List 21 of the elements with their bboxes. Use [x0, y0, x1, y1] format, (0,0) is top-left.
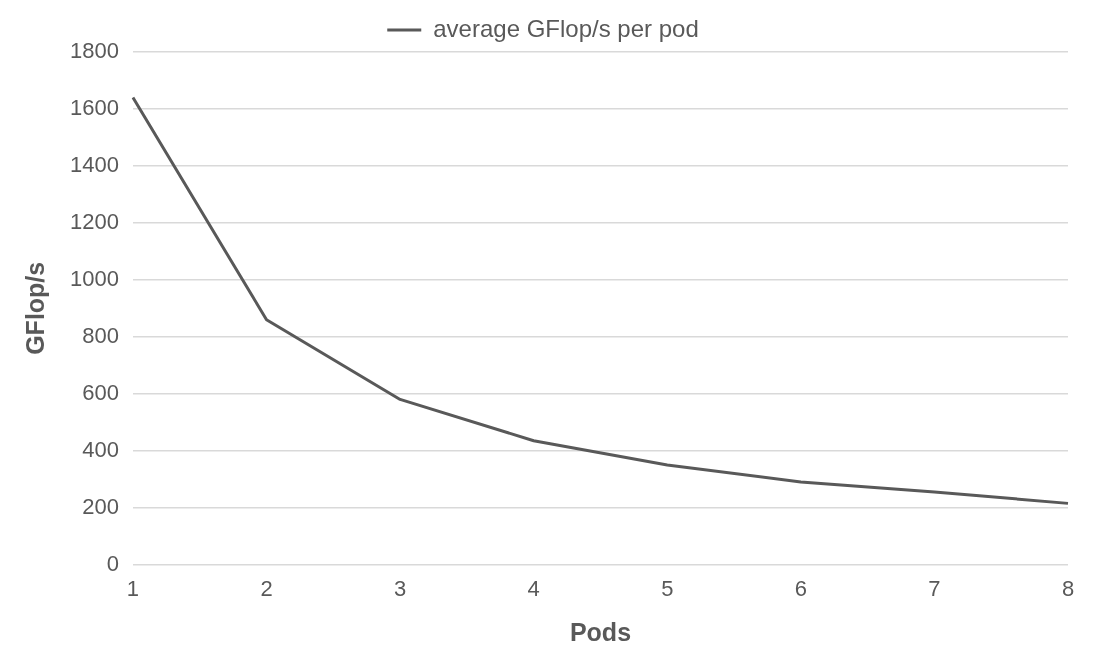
- y-tick-label: 1600: [69, 95, 119, 121]
- legend-label: average GFlop/s per pod: [433, 14, 699, 42]
- x-axis-title: Pods: [569, 617, 632, 646]
- y-tick-label: 400: [82, 436, 119, 462]
- x-tick-label: 6: [794, 575, 807, 601]
- x-tick-label: 8: [1061, 575, 1075, 601]
- y-tick-label: 600: [82, 379, 119, 405]
- y-tick-label: 1000: [69, 265, 119, 291]
- x-tick-label: 5: [661, 575, 674, 601]
- y-tick-label: 0: [106, 550, 119, 576]
- y-tick-label: 1800: [69, 38, 119, 64]
- y-tick-label: 200: [82, 493, 119, 519]
- x-tick-label: 1: [126, 575, 140, 601]
- y-tick-label: 800: [82, 322, 119, 348]
- y-tick-label: 1400: [69, 151, 119, 177]
- y-tick-label: 1200: [69, 208, 119, 234]
- x-tick-label: 2: [260, 575, 273, 601]
- x-tick-label: 3: [393, 575, 407, 601]
- x-tick-label: 7: [928, 575, 941, 601]
- y-axis-title: GFlop/s: [20, 261, 49, 355]
- x-tick-label: 4: [527, 575, 540, 601]
